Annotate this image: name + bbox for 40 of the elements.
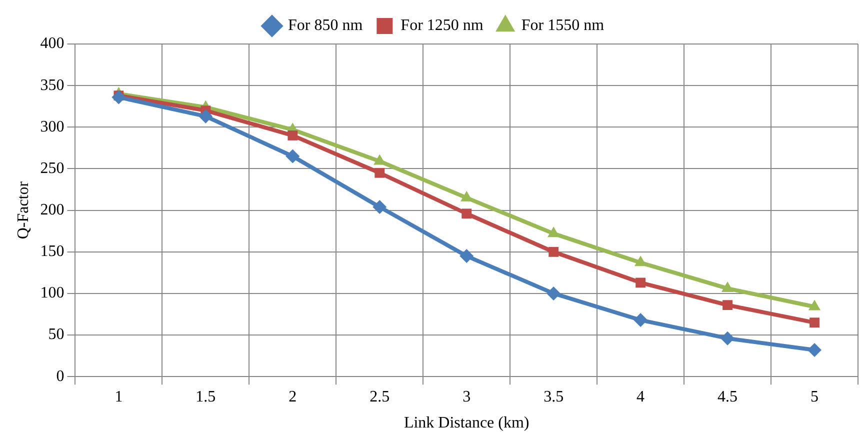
x-tick-label: 2 (288, 388, 297, 406)
y-tick-label: 250 (40, 160, 64, 177)
point (462, 208, 472, 219)
y-tick-label: 400 (40, 35, 64, 52)
point (636, 278, 646, 288)
point (722, 300, 732, 310)
point (548, 226, 560, 238)
point (634, 313, 648, 328)
legend-label: For 850 nm (288, 17, 364, 34)
y-tick-label: 50 (48, 326, 64, 344)
point (198, 109, 213, 124)
x-tick-label: 1.5 (196, 388, 216, 406)
x-tick-label: 4 (636, 388, 645, 406)
point (720, 331, 735, 346)
point (286, 149, 300, 164)
y-tick-label: 150 (40, 243, 64, 260)
point (548, 246, 559, 257)
legend-label: For 1550 nm (521, 17, 605, 34)
x-tick-label: 5 (810, 388, 819, 406)
point (808, 342, 822, 357)
legend-label: For 1250 nm (400, 17, 484, 34)
x-axis-title: Link Distance (km) (404, 414, 530, 432)
y-tick-label: 0 (56, 368, 64, 385)
y-tick-label: 300 (40, 118, 64, 136)
point (546, 286, 561, 300)
point (288, 130, 298, 140)
point (460, 249, 474, 264)
point (374, 168, 385, 178)
x-tick-label: 1 (114, 388, 123, 406)
point (112, 90, 126, 104)
x-tick-label: 2.5 (370, 388, 390, 406)
y-tick-label: 100 (40, 284, 64, 302)
y-axis-title: Q-Factor (14, 180, 32, 240)
y-tick-label: 200 (40, 202, 64, 219)
x-tick-label: 4.5 (718, 388, 738, 406)
point (810, 318, 820, 328)
x-tick-label: 3.5 (544, 388, 564, 406)
y-tick-label: 350 (40, 76, 64, 94)
point (372, 200, 387, 214)
x-tick-label: 3 (462, 388, 471, 406)
